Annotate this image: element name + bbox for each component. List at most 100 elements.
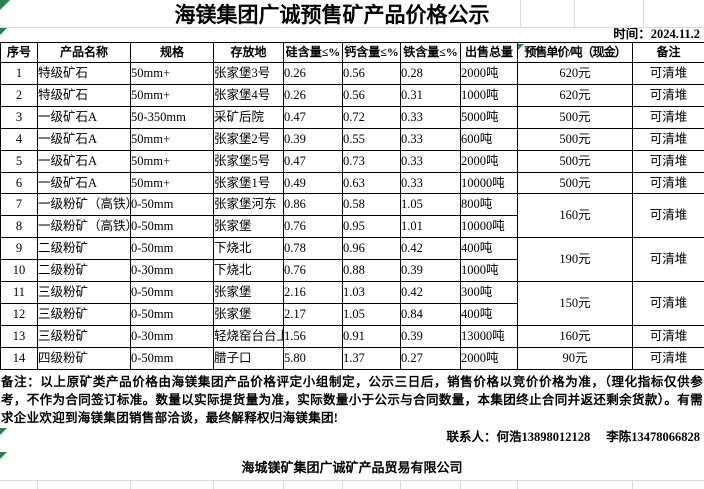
cell-spec: 0-30mm: [130, 324, 214, 348]
cell-calcium: 1.05: [342, 302, 401, 326]
cell-no: 12: [0, 302, 38, 326]
cell-product-name: 一级粉矿（高铁）: [37, 215, 131, 239]
cell-remark: 可清堆: [632, 62, 704, 85]
cell-location: 张家堡3号: [213, 62, 284, 85]
notes-text: 备注：以上原矿类产品价格由海镁集团产品价格评定小组制定，公示三日后，销售价格以竞…: [1, 375, 703, 425]
column-header: 硅含量≤%: [283, 42, 343, 63]
sheet-gridline: [342, 480, 343, 489]
company-name: 海城镁矿集团广诚矿产品贸易有限公司: [241, 460, 463, 475]
cell-calcium: 0.72: [342, 105, 401, 129]
cell-price: 150元: [517, 281, 633, 326]
cell-no: 11: [0, 281, 38, 304]
cell-spec: 0-50mm: [130, 237, 214, 261]
cell-price: 500元: [517, 127, 633, 151]
table-row: 13 三级粉矿 0-30mm 轻烧窑台台上 1.56 0.91 0.39 13000吨 160元…: [0, 324, 704, 348]
cell-spec: 0-50mm: [130, 215, 214, 239]
cell-spec: 50mm+: [130, 171, 214, 195]
cell-calcium: 0.88: [342, 259, 401, 283]
table-row: 3 一级矿石A 50-350mm 采矿后院 0.47 0.72 0.33 5000吨 500元可…: [0, 105, 704, 129]
cell-total-quantity: 1000吨: [460, 259, 518, 283]
column-header: 存放地: [213, 42, 284, 63]
cell-iron: 0.42: [400, 281, 461, 304]
column-header: 出售总量: [460, 42, 518, 63]
cell-silicon: 2.16: [283, 281, 343, 304]
cell-iron: 0.27: [400, 346, 461, 370]
cell-remark: 可清堆: [632, 193, 704, 239]
error-marker-icon: [518, 44, 524, 50]
sheet-gridline: [213, 480, 214, 489]
cell-iron: 0.42: [400, 237, 461, 261]
time-label: 时间：2024.11.2: [613, 27, 700, 41]
cell-iron: 1.05: [400, 193, 461, 217]
cell-location: 下烧北: [213, 259, 284, 283]
cell-product-name: 三级粉矿: [37, 324, 131, 348]
price-table: 序号 产品名称 规格 存放地 硅含量≤% 钙含量≤% 铁含量≤% 出售总量 预售单价/吨（现金）…: [0, 42, 704, 370]
table-row: 5 一级矿石A 50mm+ 张家堡5号 0.47 0.73 0.33 2000吨 500元 可清堆: [0, 149, 704, 173]
cell-location: 张家堡: [213, 215, 284, 239]
cell-silicon: 0.78: [283, 237, 343, 261]
cell-no: 10: [0, 259, 38, 283]
contact-label: 联系人：: [446, 430, 497, 444]
cell-spec: 50-350mm: [130, 105, 214, 129]
cell-product-name: 二级粉矿: [37, 259, 131, 283]
cell-no: 2: [0, 83, 38, 107]
cell-price: 160元: [517, 324, 633, 348]
cell-iron: 0.39: [400, 259, 461, 283]
cell-remark: 可清堆: [632, 171, 704, 195]
cell-product-name: 三级粉矿: [37, 302, 131, 326]
cell-spec: 0-50mm: [130, 302, 214, 326]
sheet-gridline: [0, 480, 704, 481]
sheet-gridline: [130, 480, 131, 489]
cell-total-quantity: 300吨: [460, 281, 518, 304]
sheet-gridline: [0, 27, 704, 28]
table-row: 7 一级粉矿（高铁） 0-50mm 张家堡河东 0.86 0.58 1.05 800吨 160元…: [0, 193, 704, 239]
cell-silicon: 0.49: [283, 171, 343, 195]
cell-product-name: 四级粉矿: [37, 346, 131, 370]
cell-product-name: 一级矿石A: [37, 127, 131, 151]
cell-silicon: 0.39: [283, 127, 343, 151]
error-marker-icon: [0, 452, 7, 459]
cell-price: 190元: [517, 237, 633, 283]
cell-no: 1: [0, 62, 38, 85]
cell-location: 张家堡1号: [213, 171, 284, 195]
cell-price: 500元: [517, 171, 633, 195]
cell-product-name: 特级矿石: [37, 62, 131, 85]
cell-iron: 0.28: [400, 62, 461, 85]
cell-silicon: 0.47: [283, 149, 343, 173]
cell-no: 8: [0, 215, 38, 239]
column-header: 备注: [632, 42, 704, 63]
cell-total-quantity: 5000吨: [460, 105, 518, 129]
cell-no: 9: [0, 237, 38, 261]
cell-remark: 可清堆: [632, 83, 704, 107]
column-header: 规格: [130, 42, 214, 63]
cell-silicon: 0.26: [283, 83, 343, 107]
cell-remark: 可清堆: [632, 149, 704, 173]
cell-product-name: 三级粉矿: [37, 281, 131, 304]
cell-no: 4: [0, 127, 38, 151]
cell-iron: 0.33: [400, 149, 461, 173]
cell-remark: 可清堆: [632, 127, 704, 151]
cell-spec: 0-50mm: [130, 193, 214, 217]
cell-product-name: 一级矿石A: [37, 171, 131, 195]
cell-no: 13: [0, 324, 38, 348]
table-row: 6 一级矿石A 50mm+ 张家堡1号 0.49 0.63 0.33 10000吨 500元 可清…: [0, 171, 704, 195]
cell-iron: 0.39: [400, 324, 461, 348]
table-row: 2 特级矿石 50mm+ 张家堡4号 0.26 0.56 0.31 1000吨 620元 可清堆: [0, 83, 704, 107]
page-title: 海镁集团广诚预售矿产品价格公示: [174, 3, 490, 27]
cell-location: 张家堡河东: [213, 193, 284, 217]
sheet-gridline: [520, 0, 521, 27]
cell-remark: 可清堆: [632, 281, 704, 326]
table-row: 11 三级粉矿 0-50mm 张家堡 2.16 1.03 0.42 300吨 150元 可清堆: [0, 281, 704, 326]
cell-silicon: 0.76: [283, 215, 343, 239]
error-marker-icon: [0, 0, 10, 10]
cell-location: 采矿后院: [213, 105, 284, 129]
sheet-gridline: [400, 480, 401, 489]
cell-total-quantity: 400吨: [460, 302, 518, 326]
cell-product-name: 二级粉矿: [37, 237, 131, 261]
cell-no: 6: [0, 171, 38, 195]
cell-product-name: 一级粉矿（高铁）: [37, 193, 131, 217]
cell-product-name: 一级矿石A: [37, 149, 131, 173]
cell-total-quantity: 2000吨: [460, 346, 518, 370]
cell-total-quantity: 800吨: [460, 193, 518, 217]
